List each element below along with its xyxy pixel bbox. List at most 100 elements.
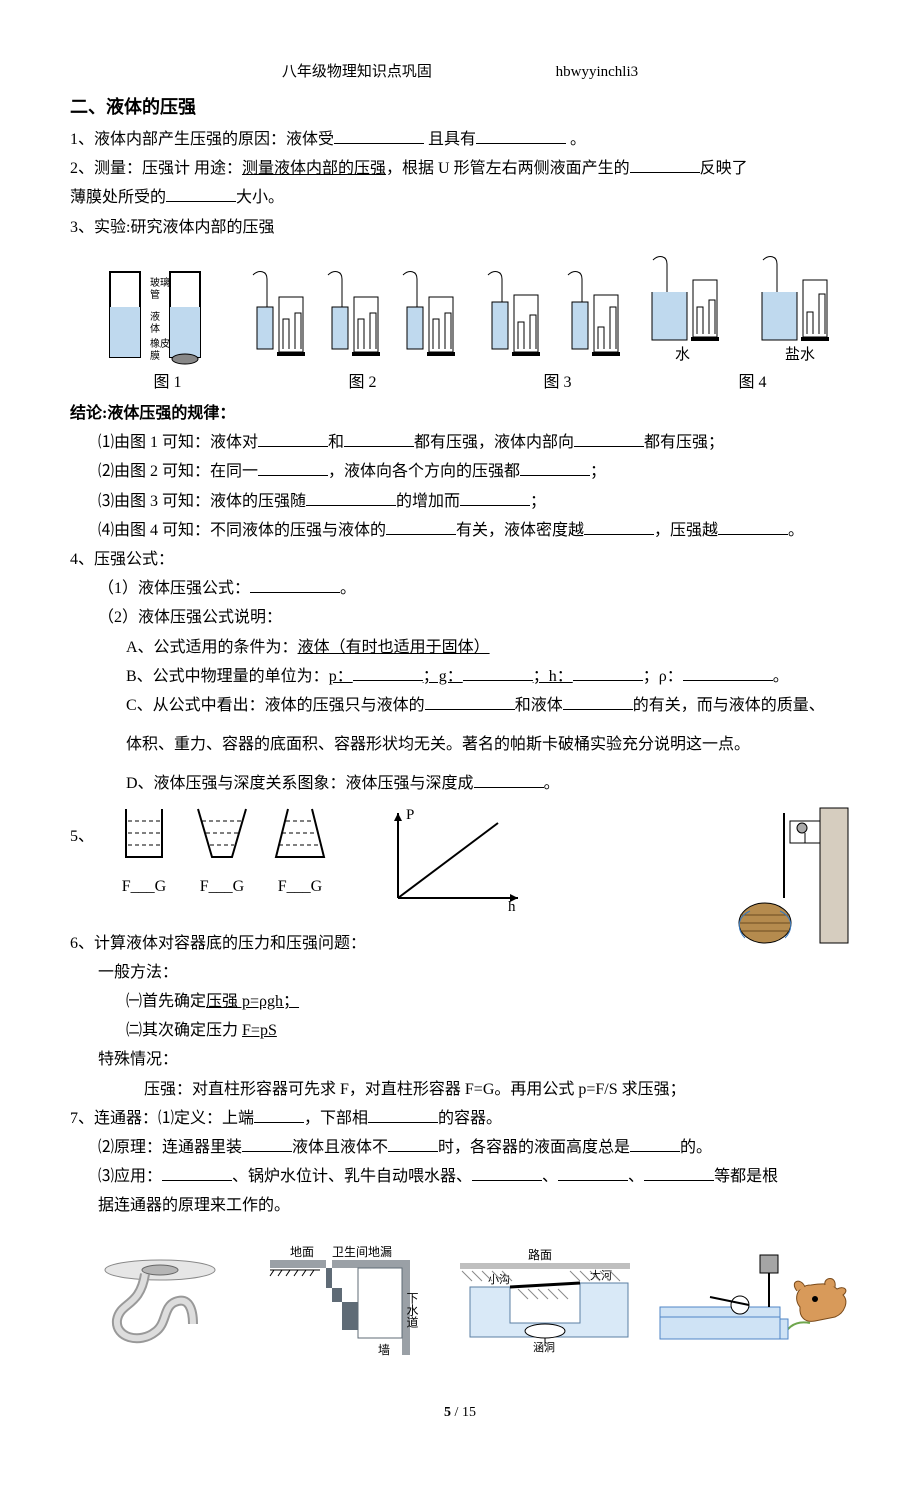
blank bbox=[353, 664, 423, 681]
blank bbox=[558, 1164, 628, 1181]
blank bbox=[334, 127, 424, 144]
svg-text:墙: 墙 bbox=[378, 1343, 390, 1357]
label-saltwater: 盐水 bbox=[785, 346, 815, 363]
para-4-2a: A、公式适用的条件为：液体（有时也适用于固体） bbox=[70, 634, 850, 661]
fig1-label: 图 1 bbox=[70, 369, 265, 396]
para-4-2c: C、从公式中看出：液体的压强只与液体的和液体的有关，而与液体的质量、 bbox=[70, 692, 850, 719]
para-4-2: （2）液体压强公式说明： bbox=[70, 604, 850, 631]
fg-3: F___G bbox=[270, 873, 330, 900]
fig2-label: 图 2 bbox=[265, 369, 460, 396]
blank bbox=[718, 518, 788, 535]
vessels: F___G F___G F___G bbox=[114, 803, 330, 899]
page-number: 5 / 15 bbox=[70, 1401, 850, 1425]
p1c: 。 bbox=[570, 131, 586, 148]
p1a: 1、液体内部产生压强的原因：液体受 bbox=[70, 131, 334, 148]
svg-text:下水道: 下水道 bbox=[405, 1292, 419, 1328]
p5-label: 5、 bbox=[70, 803, 96, 850]
para-2: 2、测量：压强计 用途：测量液体内部的压强，根据 U 形管左右两侧液面产生的反映… bbox=[70, 155, 850, 182]
pascal-barrel bbox=[730, 803, 850, 957]
p2c: 反映了 bbox=[700, 160, 748, 177]
blank bbox=[563, 693, 633, 710]
svg-text:玻璃: 玻璃 bbox=[150, 276, 170, 289]
svg-text:P: P bbox=[406, 807, 414, 823]
blank bbox=[386, 518, 456, 535]
svg-text:液: 液 bbox=[150, 310, 160, 323]
figure-3 bbox=[470, 262, 640, 367]
p2bb: 大小。 bbox=[236, 189, 284, 206]
blank bbox=[476, 127, 566, 144]
blank bbox=[683, 664, 773, 681]
blank bbox=[474, 771, 544, 788]
p2ba: 薄膜处所受的 bbox=[70, 189, 166, 206]
conc-2: ⑵由图 2 可知：在同一，液体向各个方向的压强都； bbox=[70, 458, 850, 485]
para-6c: ㈡其次确定压力 F=pS bbox=[70, 1017, 850, 1044]
page-total: 15 bbox=[462, 1405, 476, 1420]
para-2b: 薄膜处所受的 大小。 bbox=[70, 184, 850, 211]
vessel-1: F___G bbox=[114, 803, 174, 899]
para-3: 3、实验:研究液体内部的压强 bbox=[70, 214, 850, 241]
header-left: 八年级物理知识点巩固 bbox=[282, 60, 432, 86]
vessel-3: F___G bbox=[270, 803, 330, 899]
svg-text:管: 管 bbox=[150, 288, 160, 301]
fig-sink bbox=[70, 1252, 250, 1361]
svg-text:路面: 路面 bbox=[528, 1247, 552, 1262]
blank bbox=[584, 518, 654, 535]
para-4-2c2: 体积、重力、容器的底面积、容器形状均无关。著名的帕斯卡破桶实验充分说明这一点。 bbox=[70, 731, 850, 758]
fg-1: F___G bbox=[114, 873, 174, 900]
blank bbox=[520, 459, 590, 476]
conclusion-title: 结论:液体压强的规律： bbox=[70, 400, 850, 427]
experiment-figures: 玻璃 管 液 体 橡皮 膜 bbox=[70, 247, 850, 367]
para-4-2d: D、液体压强与深度关系图象：液体压强与深度成。 bbox=[70, 770, 850, 797]
para-4-2b: B、公式中物理量的单位为：p：；g：；h：；ρ：。 bbox=[70, 663, 850, 690]
blank bbox=[254, 1106, 304, 1123]
svg-text:卫生间地漏: 卫生间地漏 bbox=[332, 1245, 392, 1259]
blank bbox=[460, 489, 530, 506]
blank bbox=[388, 1135, 438, 1152]
blank bbox=[472, 1164, 542, 1181]
para-7-3b: 据连通器的原理来工作的。 bbox=[70, 1192, 850, 1219]
conc-3: ⑶由图 3 可知：液体的压强随的增加而； bbox=[70, 488, 850, 515]
para-6d: 特殊情况： bbox=[70, 1046, 850, 1073]
conc-4: ⑷由图 4 可知：不同液体的压强与液体的有关，液体密度越，压强越。 bbox=[70, 517, 850, 544]
svg-text:小沟: 小沟 bbox=[488, 1273, 510, 1286]
blank bbox=[463, 664, 533, 681]
para-6e: 压强：对直柱形容器可先求 F，对直柱形容器 F=G。再用公式 p=F/S 求压强… bbox=[70, 1076, 850, 1103]
fig-cow-feeder bbox=[650, 1247, 850, 1366]
blank bbox=[242, 1135, 292, 1152]
page-sep: / bbox=[451, 1405, 462, 1420]
svg-text:h: h bbox=[508, 899, 516, 913]
blank bbox=[425, 693, 515, 710]
blank bbox=[250, 576, 340, 593]
svg-text:涵洞: 涵洞 bbox=[533, 1340, 555, 1354]
para-7: 7、连通器：⑴定义：上端，下部相的容器。 bbox=[70, 1105, 850, 1132]
fg-2: F___G bbox=[192, 873, 252, 900]
p2u: 测量液体内部的压强 bbox=[242, 160, 386, 177]
label-water: 水 bbox=[675, 346, 690, 363]
blank bbox=[344, 430, 414, 447]
fig4-label: 图 4 bbox=[655, 369, 850, 396]
blank bbox=[258, 430, 328, 447]
conc-1: ⑴由图 1 可知：液体对和都有压强，液体内部向都有压强； bbox=[70, 429, 850, 456]
blank bbox=[644, 1164, 714, 1181]
svg-text:地面: 地面 bbox=[290, 1245, 314, 1259]
blank bbox=[162, 1164, 232, 1181]
para-6b: ㈠首先确定压强 p=ρgh； bbox=[70, 988, 850, 1015]
fig-culvert: 路面 小沟 大河 涵洞 bbox=[450, 1247, 640, 1366]
page-header: 八年级物理知识点巩固 hbwyyinchli3 bbox=[70, 60, 850, 86]
svg-text:橡皮: 橡皮 bbox=[150, 337, 170, 350]
blank bbox=[630, 156, 700, 173]
blank bbox=[574, 430, 644, 447]
svg-text:膜: 膜 bbox=[150, 350, 160, 362]
application-figures: 地面 卫生间地漏 下水道 墙 路面 小沟 大河 bbox=[70, 1242, 850, 1371]
svg-text:体: 体 bbox=[150, 323, 160, 335]
page-current: 5 bbox=[444, 1405, 451, 1420]
para-7-2: ⑵原理：连通器里装液体且液体不时，各容器的液面高度总是的。 bbox=[70, 1134, 850, 1161]
figure-1: 玻璃 管 液 体 橡皮 膜 bbox=[70, 262, 240, 367]
blank bbox=[166, 185, 236, 202]
para-7-3: ⑶应用：、锅炉水位计、乳牛自动喂水器、、、等都是根 bbox=[70, 1163, 850, 1190]
figure-2 bbox=[240, 262, 470, 367]
blank bbox=[258, 459, 328, 476]
header-right: hbwyyinchli3 bbox=[556, 60, 639, 86]
vessel-2: F___G bbox=[192, 803, 252, 899]
para-1: 1、液体内部产生压强的原因：液体受 且具有 。 bbox=[70, 126, 850, 153]
